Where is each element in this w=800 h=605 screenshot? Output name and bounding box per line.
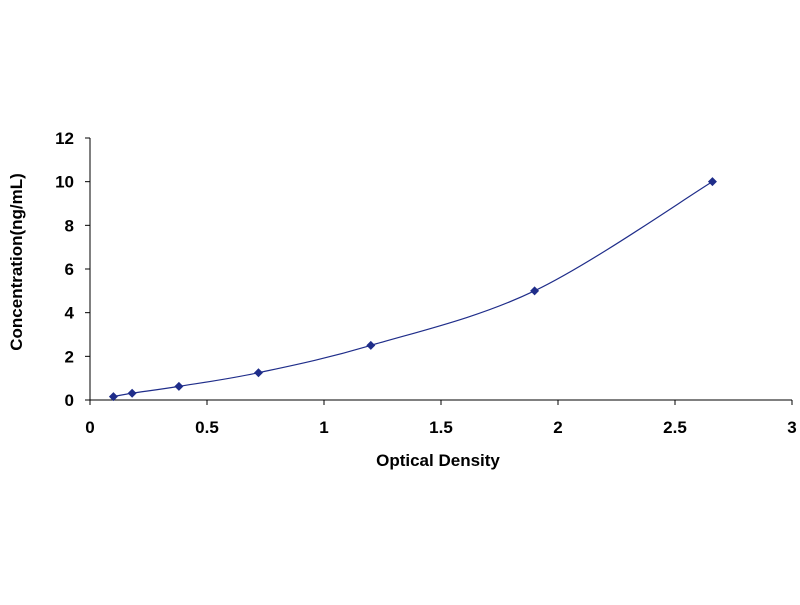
x-tick-label: 2	[553, 418, 562, 437]
x-tick-label: 1	[319, 418, 328, 437]
y-axis-title: Concentration(ng/mL)	[7, 173, 26, 351]
data-point-diamond	[108, 392, 118, 402]
data-point-diamond	[127, 388, 137, 398]
x-tick-label: 0.5	[195, 418, 219, 437]
y-tick-label: 2	[65, 347, 74, 366]
data-point-diamond	[174, 381, 184, 391]
trend-curve	[113, 181, 713, 398]
data-point-diamond	[530, 286, 540, 296]
x-tick-label: 0	[85, 418, 94, 437]
data-point-diamond	[707, 177, 717, 187]
y-tick-label: 4	[65, 304, 75, 323]
x-tick-label: 3	[787, 418, 796, 437]
y-tick-label: 8	[65, 216, 74, 235]
y-ticks: 0 2 4 6 8 10 12	[55, 129, 90, 410]
x-ticks: 0 0.5 1 1.5 2 2.5 3	[85, 400, 797, 437]
data-point-diamond	[253, 368, 263, 378]
y-tick-label: 0	[65, 391, 74, 410]
y-tick-label: 12	[55, 129, 74, 148]
y-tick-label: 6	[65, 260, 74, 279]
y-tick-label: 10	[55, 173, 74, 192]
data-point-diamond	[366, 340, 376, 350]
data-markers	[108, 177, 717, 402]
x-axis-title: Optical Density	[376, 451, 500, 470]
axes	[89, 138, 792, 401]
x-tick-label: 2.5	[663, 418, 687, 437]
x-tick-label: 1.5	[429, 418, 453, 437]
